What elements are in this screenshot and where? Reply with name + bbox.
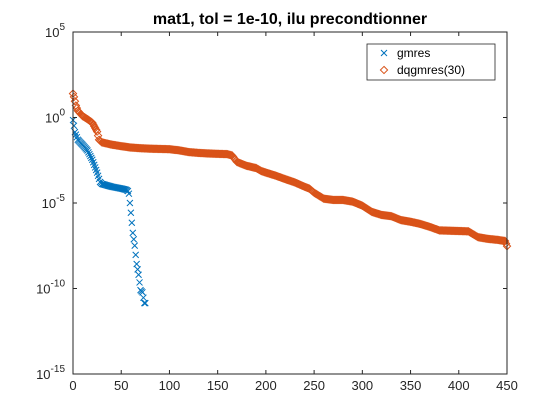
data-point xyxy=(130,235,138,243)
data-point xyxy=(125,190,133,198)
data-point xyxy=(89,121,99,131)
data-point xyxy=(87,118,97,127)
series-layer xyxy=(68,89,512,307)
legend-marker-dqgmres xyxy=(379,65,389,75)
legend-box xyxy=(366,43,496,81)
data-point xyxy=(127,209,135,217)
data-point xyxy=(460,226,469,236)
x-tick-label: 300 xyxy=(351,378,373,393)
data-point xyxy=(134,266,141,273)
axes-box xyxy=(72,31,508,375)
legend: gmres dqgmres(30) xyxy=(366,43,496,81)
series-dqgmres xyxy=(68,89,512,251)
ticks-layer: 0 50 100 150 200 250 300 350 400 450 10-15 10-10 10-… xyxy=(36,22,518,393)
data-point xyxy=(132,251,140,259)
y-tick-label: 10-15 xyxy=(36,364,65,382)
x-tick-label: 200 xyxy=(255,378,277,393)
data-point xyxy=(126,199,134,207)
y-tick-label: 100 xyxy=(45,108,65,126)
series-gmres xyxy=(69,116,149,307)
data-point xyxy=(141,299,148,307)
data-point xyxy=(501,239,511,248)
data-point xyxy=(86,150,93,158)
data-point xyxy=(128,219,136,227)
legend-label-gmres: gmres xyxy=(397,46,430,60)
data-point xyxy=(87,152,94,160)
x-tick-label: 0 xyxy=(69,378,76,393)
x-tick-label: 150 xyxy=(207,378,229,393)
data-point xyxy=(135,271,142,279)
data-point xyxy=(133,260,141,268)
legend-marker-gmres xyxy=(380,49,388,57)
legend-marker-x xyxy=(380,49,388,57)
x-tick-label: 100 xyxy=(159,378,181,393)
data-point xyxy=(84,147,91,154)
x-tick-label: 400 xyxy=(448,378,470,393)
y-tick-label: 10-10 xyxy=(36,279,65,297)
data-point xyxy=(129,229,137,237)
data-point xyxy=(69,92,79,102)
data-point xyxy=(85,149,92,156)
y-tick-label: 105 xyxy=(45,22,65,40)
x-tick-label: 50 xyxy=(114,378,128,393)
data-point xyxy=(70,122,78,130)
data-point xyxy=(136,279,143,286)
legend-marker-diamond xyxy=(379,65,389,75)
data-point xyxy=(131,242,139,250)
data-point xyxy=(141,299,149,307)
data-point xyxy=(88,120,98,129)
y-tick-label: 10-5 xyxy=(42,193,66,211)
chart-title: mat1, tol = 1e-10, ilu precondtionner xyxy=(153,11,427,28)
legend-label-dqgmres: dqgmres(30) xyxy=(397,63,465,77)
data-point xyxy=(139,288,146,296)
data-point xyxy=(497,236,507,245)
data-point xyxy=(90,123,100,133)
x-tick-label: 450 xyxy=(496,378,518,393)
plot-area xyxy=(73,32,507,374)
x-tick-label: 350 xyxy=(400,378,422,393)
x-tick-label: 250 xyxy=(303,378,325,393)
data-point xyxy=(140,294,147,302)
data-point xyxy=(87,154,95,162)
data-point xyxy=(92,127,102,136)
